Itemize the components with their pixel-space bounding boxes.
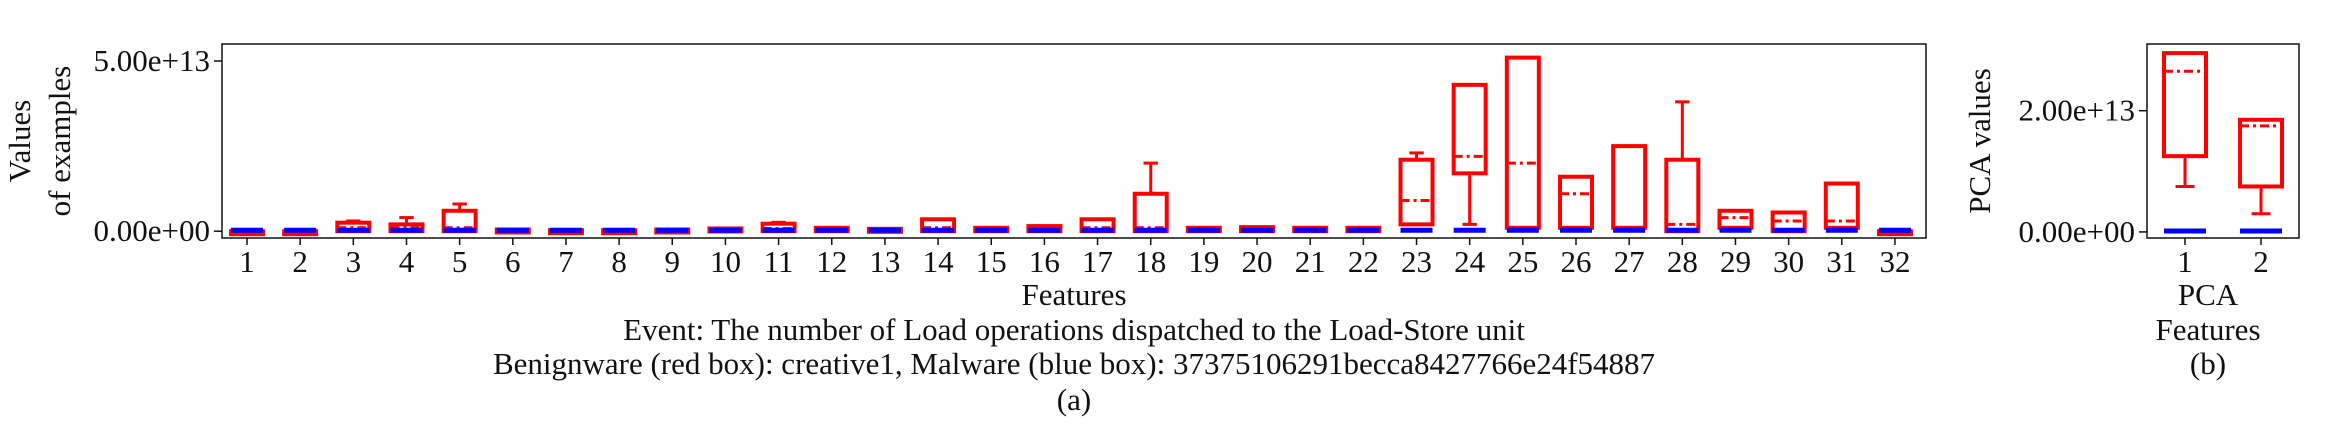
x-tick-label: 32 bbox=[1879, 244, 1910, 279]
x-tick-label: 2 bbox=[2253, 244, 2269, 279]
x-tick-label: 14 bbox=[923, 244, 955, 279]
benign-box bbox=[1504, 55, 1541, 230]
x-tick-label: 27 bbox=[1614, 244, 1645, 279]
x-tick-label: 29 bbox=[1720, 244, 1751, 279]
benign-box bbox=[2238, 117, 2284, 189]
caption-legend: Benignware (red box): creative1, Malware… bbox=[493, 346, 1655, 381]
x-tick-label: 9 bbox=[665, 244, 681, 279]
panel-b-marks: 0.00e+00 2.00e+13 1 2 bbox=[2019, 51, 2284, 279]
x-tick-label: 2 bbox=[292, 244, 308, 279]
benign-box bbox=[1717, 208, 1754, 230]
panel-b-label: (b) bbox=[2190, 346, 2226, 381]
x-tick-label: 30 bbox=[1773, 244, 1804, 279]
x-tick-label: 21 bbox=[1295, 244, 1326, 279]
y-tick-label: 2.00e+13 bbox=[2019, 93, 2136, 128]
panel-a-ylabel-line2: of examples bbox=[42, 66, 77, 217]
x-tick-label: 18 bbox=[1135, 244, 1166, 279]
x-tick-label: 28 bbox=[1667, 244, 1698, 279]
x-tick-label: 11 bbox=[764, 244, 794, 279]
benign-box bbox=[2162, 51, 2208, 159]
x-tick-label: 3 bbox=[346, 244, 362, 279]
x-tick-label: 10 bbox=[710, 244, 741, 279]
x-tick-label: 25 bbox=[1507, 244, 1538, 279]
x-tick-label: 20 bbox=[1242, 244, 1273, 279]
x-tick-label: 1 bbox=[2177, 244, 2193, 279]
x-tick-label: 16 bbox=[1029, 244, 1060, 279]
benign-box bbox=[1451, 82, 1488, 176]
x-tick-label: 6 bbox=[505, 244, 521, 279]
x-tick-label: 4 bbox=[399, 244, 415, 279]
caption-event: Event: The number of Load operations dis… bbox=[623, 312, 1525, 347]
x-tick-label: 26 bbox=[1561, 244, 1592, 279]
x-tick-label: 23 bbox=[1401, 244, 1432, 279]
benign-box bbox=[1558, 174, 1594, 230]
x-tick-label: 17 bbox=[1082, 244, 1113, 279]
x-tick-label: 5 bbox=[452, 244, 468, 279]
x-tick-label: 31 bbox=[1826, 244, 1857, 279]
x-tick-label: 8 bbox=[611, 244, 627, 279]
benign-box bbox=[1132, 191, 1169, 234]
panel-a-xlabel: Features bbox=[1021, 277, 1126, 312]
panel-b-xlabel-line2: Features bbox=[2155, 312, 2260, 347]
benign-box bbox=[1398, 157, 1435, 227]
x-tick-label: 1 bbox=[239, 244, 255, 279]
y-tick-label: 5.00e+13 bbox=[94, 43, 211, 78]
benign-box bbox=[1664, 157, 1701, 234]
x-tick-label: 13 bbox=[869, 244, 900, 279]
panel-b-frame bbox=[2146, 43, 2300, 239]
x-tick-label: 15 bbox=[976, 244, 1007, 279]
panel-a-marks: 0.00e+005.00e+131 2 3 4 5 6 7 8 9 10 11 12 13 14 15 16 1… bbox=[94, 43, 1913, 279]
benign-box bbox=[1611, 144, 1648, 230]
panel-a-label: (a) bbox=[1057, 382, 1091, 417]
x-tick-label: 12 bbox=[816, 244, 847, 279]
x-tick-label: 24 bbox=[1454, 244, 1486, 279]
x-tick-label: 7 bbox=[558, 244, 574, 279]
y-tick-label: 0.00e+00 bbox=[94, 213, 211, 248]
panel-a-ylabel-line1: Values bbox=[2, 100, 37, 183]
panel-b-xlabel-line1: PCA bbox=[2178, 277, 2239, 312]
x-tick-label: 19 bbox=[1188, 244, 1219, 279]
x-tick-label: 22 bbox=[1348, 244, 1379, 279]
panel-b-ylabel: PCA values bbox=[1962, 68, 1997, 214]
y-tick-label: 0.00e+00 bbox=[2019, 214, 2136, 249]
panel-a-frame bbox=[221, 43, 1927, 239]
